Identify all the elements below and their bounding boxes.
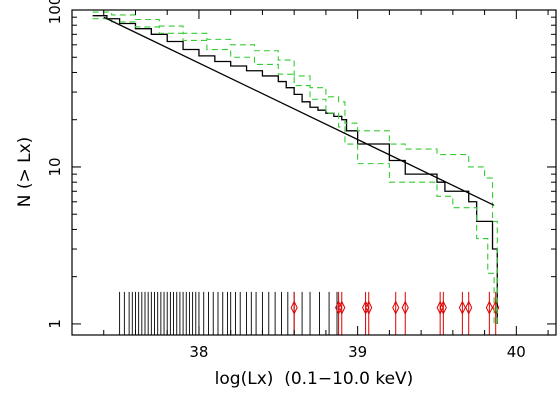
highlight-diamond — [401, 300, 409, 315]
tick-labels: 38 39 40 1 10 100 — [46, 0, 526, 361]
x-axis-label: log(Lx) (0.1−10.0 keV) — [215, 369, 414, 389]
y-tick-label: 100 — [46, 0, 64, 24]
highlight-diamond — [458, 300, 466, 315]
highlight-diamond — [365, 300, 373, 315]
highlight-diamond — [465, 300, 473, 315]
axes-frame — [71, 9, 557, 336]
data-curve — [92, 15, 498, 324]
highlight-diamond — [335, 300, 343, 315]
bound-curve-2 — [92, 18, 495, 324]
x-tick-label: 38 — [189, 343, 208, 361]
plot-marks — [92, 11, 500, 335]
highlight-diamond — [439, 300, 447, 315]
highlight-diamond — [290, 300, 298, 315]
highlight-diamond — [338, 300, 346, 315]
highlight-diamond — [485, 300, 493, 315]
bound-curve-1 — [92, 11, 498, 324]
y-axis-label: N (> Lx) — [15, 137, 35, 208]
y-tick-label: 1 — [46, 319, 64, 329]
highlight-diamond — [392, 300, 400, 315]
highlight-diamond — [436, 300, 444, 315]
model-line — [103, 16, 495, 206]
axis-ticks — [71, 9, 556, 335]
y-tick-label: 10 — [46, 157, 64, 176]
x-tick-label: 39 — [348, 343, 367, 361]
highlight-diamond — [362, 300, 370, 315]
x-tick-label: 40 — [507, 343, 526, 361]
